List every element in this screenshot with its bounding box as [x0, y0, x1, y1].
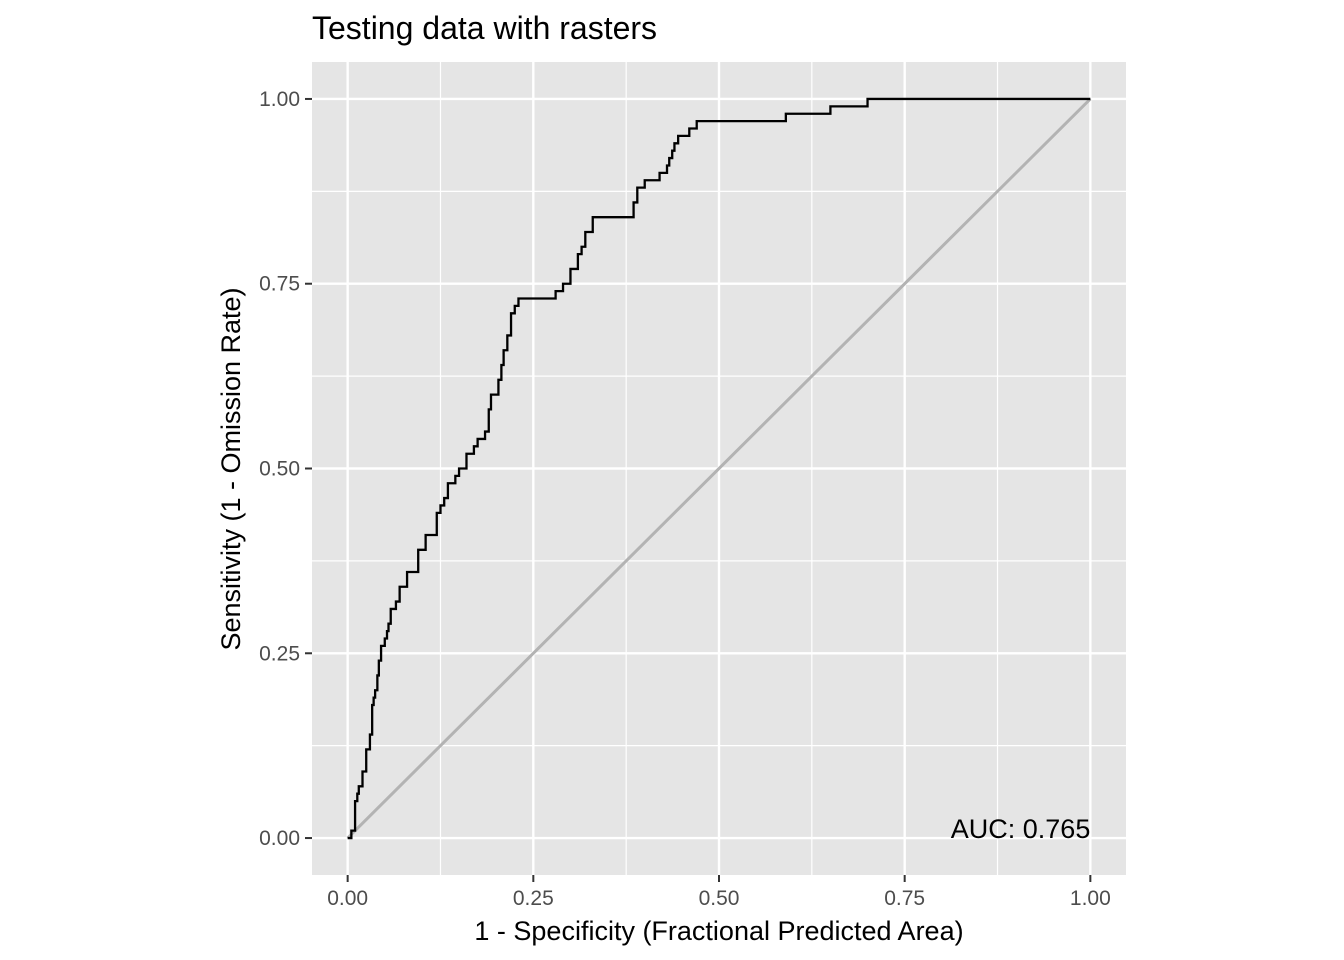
x-tick-label: 1.00	[1070, 887, 1111, 910]
auc-annotation: AUC: 0.765	[951, 814, 1091, 844]
random-reference-line	[346, 97, 1092, 840]
roc-curve-line	[347, 97, 1091, 840]
y-tick-label: 0.50	[259, 458, 300, 481]
y-tick-label: 0.25	[259, 642, 300, 665]
x-axis-title: 1 - Specificity (Fractional Predicted Ar…	[474, 916, 963, 946]
x-tick-label: 0.50	[699, 887, 740, 910]
series-layer	[346, 97, 1092, 840]
chart-title: Testing data with rasters	[312, 10, 657, 46]
y-axis-title: Sensitivity (1 - Omission Rate)	[216, 287, 246, 650]
y-tick-label: 0.00	[259, 827, 300, 850]
y-tick-label: 1.00	[259, 88, 300, 111]
x-tick-label: 0.75	[884, 887, 925, 910]
axis-layer: 0.00 0.25 0.50 0.75 1.00 0.00 0.25 0.50 0.75 1.00	[259, 88, 1111, 910]
x-tick-label: 0.00	[327, 887, 368, 910]
y-tick-label: 0.75	[259, 273, 300, 296]
x-tick-label: 0.25	[513, 887, 554, 910]
